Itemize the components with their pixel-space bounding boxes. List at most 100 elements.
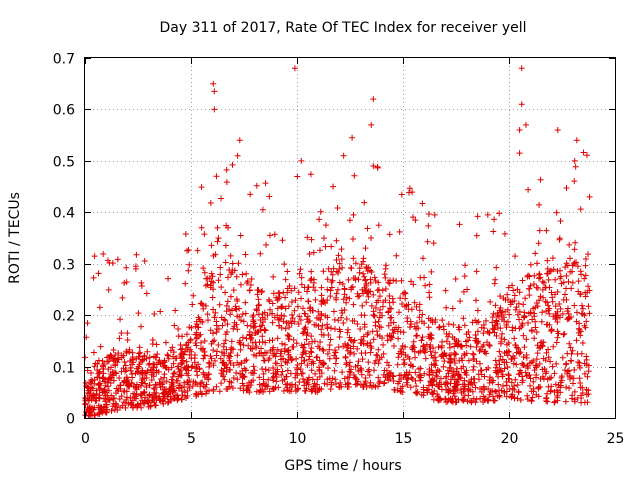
data-point: [575, 329, 582, 336]
data-point: [553, 209, 560, 216]
data-point: [395, 335, 402, 342]
data-point: [82, 379, 89, 386]
data-point: [425, 210, 432, 217]
data-point: [175, 395, 182, 402]
data-point: [480, 330, 487, 337]
data-point: [487, 298, 494, 305]
data-point: [444, 367, 451, 374]
data-point: [116, 374, 123, 381]
data-point: [308, 268, 315, 275]
data-point: [126, 346, 133, 353]
data-point: [548, 383, 555, 390]
data-point: [398, 191, 405, 198]
data-point: [320, 268, 327, 275]
data-point: [499, 330, 506, 337]
data-point: [543, 395, 550, 402]
data-point: [578, 302, 585, 309]
data-point: [92, 360, 99, 367]
data-point: [497, 353, 504, 360]
data-point: [262, 366, 269, 373]
data-point: [440, 363, 447, 370]
data-point: [278, 371, 285, 378]
data-point: [229, 307, 236, 314]
data-point: [375, 279, 382, 286]
data-point: [189, 301, 196, 308]
data-point: [297, 266, 304, 273]
data-point: [321, 380, 328, 387]
data-point: [349, 283, 356, 290]
data-point: [353, 376, 360, 383]
data-point: [491, 397, 498, 404]
data-point: [385, 362, 392, 369]
data-point: [214, 224, 221, 231]
data-point: [152, 402, 159, 409]
data-point: [336, 279, 343, 286]
data-point: [402, 351, 409, 358]
data-point: [223, 386, 230, 393]
data-point: [288, 311, 295, 318]
data-point: [355, 367, 362, 374]
data-point: [341, 291, 348, 298]
data-point: [420, 342, 427, 349]
data-point: [577, 206, 584, 213]
data-point: [116, 395, 123, 402]
data-point: [286, 388, 293, 395]
data-point: [551, 398, 558, 405]
data-point: [249, 345, 256, 352]
data-point: [322, 312, 329, 319]
data-point: [574, 263, 581, 270]
data-point: [581, 370, 588, 377]
data-point: [460, 363, 467, 370]
data-point: [524, 363, 531, 370]
data-point: [554, 127, 561, 133]
data-point: [202, 282, 209, 289]
data-point: [275, 316, 282, 323]
data-point: [229, 385, 236, 392]
data-point: [373, 299, 380, 306]
data-point: [339, 264, 346, 271]
data-point: [456, 357, 463, 364]
data-point: [241, 374, 248, 381]
data-point: [368, 121, 375, 128]
data-point: [352, 276, 359, 283]
scatter-points: [82, 65, 593, 419]
data-point: [322, 243, 329, 250]
data-point: [425, 222, 432, 229]
data-point: [388, 314, 395, 321]
data-point: [234, 152, 241, 159]
data-point: [367, 267, 374, 274]
data-point: [100, 365, 107, 372]
data-point: [446, 330, 453, 337]
data-point: [519, 373, 526, 380]
data-point: [518, 65, 525, 72]
data-point: [538, 318, 545, 325]
data-point: [567, 268, 574, 275]
data-point: [492, 357, 499, 364]
data-point: [402, 290, 409, 297]
data-point: [209, 294, 216, 301]
data-point: [564, 350, 571, 357]
data-point: [263, 241, 270, 248]
data-point: [220, 373, 227, 380]
data-point: [425, 315, 432, 322]
data-point: [509, 298, 516, 305]
data-point: [294, 385, 301, 392]
data-point: [424, 389, 431, 396]
data-point: [267, 306, 274, 313]
data-point: [203, 388, 210, 395]
data-point: [426, 281, 433, 288]
data-point: [421, 320, 428, 327]
data-point: [571, 366, 578, 373]
data-point: [503, 378, 510, 385]
data-point: [237, 281, 244, 288]
data-point: [379, 335, 386, 342]
data-point: [199, 379, 206, 386]
data-point: [486, 341, 493, 348]
data-point: [157, 308, 164, 315]
data-point: [123, 374, 130, 381]
data-point: [198, 339, 204, 346]
data-point: [435, 395, 442, 402]
data-point: [472, 384, 479, 391]
data-point: [245, 379, 252, 386]
data-point: [493, 332, 500, 339]
